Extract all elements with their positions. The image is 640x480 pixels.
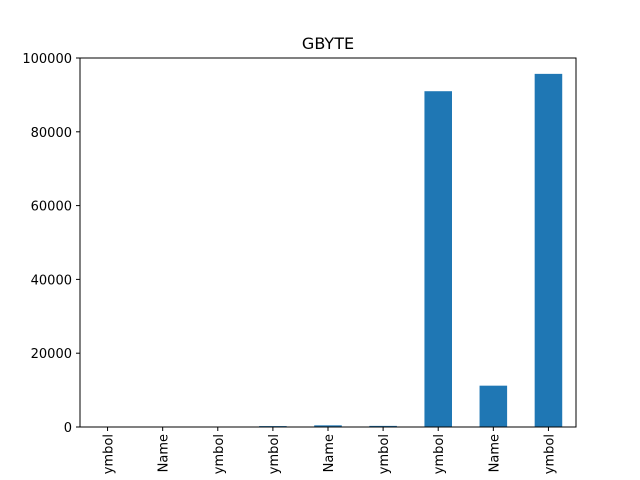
- bar-5: [369, 425, 397, 427]
- y-tick-label-4: 80000: [31, 126, 72, 141]
- y-tick-label-2: 40000: [31, 273, 72, 288]
- x-tick-label-8: ymbol: [542, 434, 557, 474]
- y-tick-label-3: 60000: [31, 200, 72, 215]
- bar-8: [534, 73, 563, 427]
- y-axis: 0 20000 40000 60000 80000 100000: [22, 52, 80, 436]
- bars-group: [259, 73, 563, 428]
- x-tick-label-0: ymbol: [102, 434, 117, 474]
- bar-4: [314, 425, 342, 427]
- x-tick-label-1: Name: [157, 434, 172, 472]
- x-tick-label-5: ymbol: [377, 434, 392, 474]
- x-tick-label-6: ymbol: [432, 434, 447, 474]
- bar-7: [479, 385, 508, 427]
- y-tick-label-0: 0: [64, 421, 72, 436]
- y-tick-label-1: 20000: [31, 347, 72, 362]
- plot-frame: [79, 57, 577, 428]
- x-tick-label-3: ymbol: [267, 434, 282, 474]
- y-tick-label-5: 100000: [22, 52, 72, 67]
- bar-6: [424, 91, 452, 428]
- x-tick-label-7: Name: [487, 434, 502, 472]
- x-tick-label-2: ymbol: [212, 434, 227, 474]
- chart-title: GBYTE: [302, 34, 354, 53]
- x-tick-label-4: Name: [322, 434, 337, 472]
- x-axis: ymbol Name ymbol ymbol Name ymbol ymbol Name ymb…: [102, 427, 557, 474]
